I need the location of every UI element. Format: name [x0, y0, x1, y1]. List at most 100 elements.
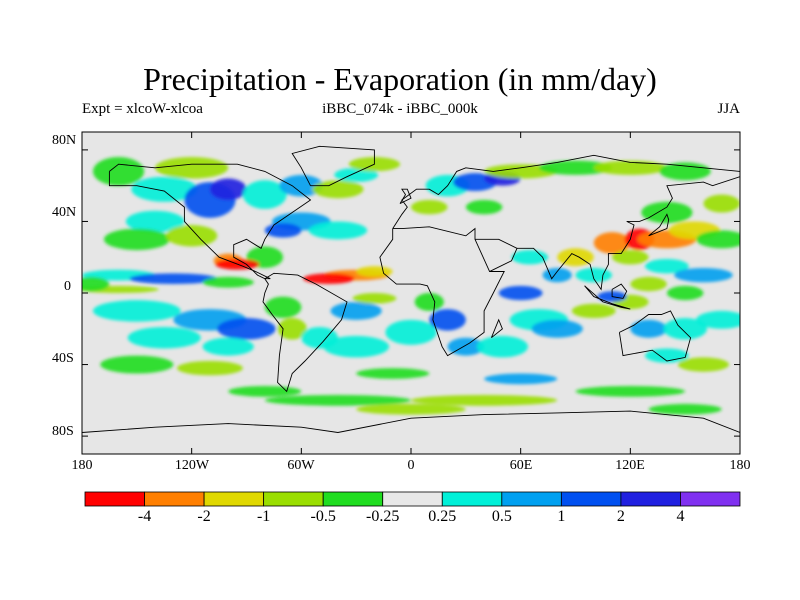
field-cell [356, 266, 393, 277]
field-cell [82, 276, 110, 292]
field-cell [666, 285, 704, 301]
field-cell [323, 335, 390, 358]
colorbar-label: 0.5 [491, 508, 512, 525]
field-cell [103, 228, 170, 251]
coastline [291, 145, 375, 187]
colorbar [84, 491, 741, 507]
colorbar-label: -4 [137, 508, 152, 525]
colorbar-swatch [322, 491, 384, 507]
field-cell [630, 319, 667, 338]
colorbar-label: 4 [676, 508, 685, 525]
coastline [399, 188, 412, 205]
field-cell [575, 386, 686, 397]
colorbar-swatch [263, 491, 324, 507]
field-cell [644, 259, 689, 274]
field-cell [177, 360, 243, 376]
lon-tick-label: 120W [174, 458, 210, 473]
field-cell [279, 174, 324, 197]
field-cell [308, 221, 368, 240]
coastline [490, 318, 503, 339]
lat-tick-label: 0 [64, 279, 71, 294]
field-cell [593, 160, 667, 175]
lat-tick-label: 40N [52, 205, 77, 220]
p-minus-e-field [82, 157, 740, 415]
field-cell [575, 267, 613, 283]
colorbar-label: 0.25 [428, 508, 457, 525]
field-cell [356, 368, 430, 379]
field-cell [612, 250, 649, 265]
coastlines [82, 145, 740, 433]
field-cell [217, 318, 276, 340]
lon-tick-label: 120E [615, 458, 645, 473]
field-cell [411, 199, 448, 215]
coastline [611, 283, 628, 299]
colorbar-swatch [501, 491, 562, 507]
colorbar-swatch [144, 491, 205, 507]
season-label: JJA [717, 101, 740, 117]
field-cell [593, 232, 631, 254]
coastline [517, 176, 740, 291]
field-cell [414, 293, 444, 311]
field-cell [312, 180, 364, 199]
colorbar-swatch [382, 491, 443, 507]
map-title: Precipitation - Evaporation (in mm/day) [143, 61, 657, 97]
colorbar-label: 2 [616, 508, 625, 525]
field-cell [166, 225, 218, 247]
field-cell [465, 199, 503, 215]
coastline [82, 410, 740, 433]
field-cell [703, 194, 740, 213]
field-cell [531, 319, 583, 338]
map-plot-area [82, 132, 740, 454]
field-cell [476, 335, 528, 358]
field-cell [663, 318, 708, 340]
coastline [379, 226, 505, 357]
lon-tick-label: 60E [509, 458, 533, 473]
field-cell [209, 178, 247, 200]
lat-tick-label: 80N [52, 133, 77, 148]
colorbar-label: 1 [557, 508, 566, 525]
field-cell [571, 303, 616, 319]
field-cell [92, 157, 145, 186]
field-cell [264, 223, 302, 238]
field-cell [228, 386, 302, 397]
lon-tick-label: 180 [71, 458, 93, 473]
coastline [262, 272, 348, 393]
field-cell [202, 276, 254, 288]
field-cell [677, 357, 730, 372]
field-cell [264, 394, 411, 406]
field-cell [100, 355, 174, 374]
field-cell [696, 310, 740, 329]
field-cell [641, 201, 693, 224]
lat-tick-label: 80S [52, 424, 74, 439]
coastline [392, 154, 740, 229]
field-cell [92, 300, 181, 322]
field-cell [356, 403, 466, 415]
coastline [584, 285, 631, 310]
field-cell [334, 167, 379, 183]
field-cell [557, 248, 594, 267]
colorbar-label: -1 [256, 508, 271, 525]
colorbar-swatch [680, 491, 741, 507]
field-cell [155, 157, 229, 179]
colorbar-label: -0.25 [366, 508, 400, 525]
colorbar-label: -2 [197, 508, 211, 525]
colorbar-swatch [560, 491, 622, 507]
coastline [475, 238, 518, 272]
field-cell [264, 296, 302, 319]
field-cell [429, 309, 466, 331]
field-cell [648, 403, 722, 415]
field-cell [277, 318, 307, 340]
field-cell [542, 267, 572, 283]
field-cell [630, 276, 667, 292]
field-cell [303, 273, 355, 285]
field-cell [330, 301, 382, 320]
field-cell [484, 373, 558, 385]
field-cell [659, 162, 711, 181]
field-cell [129, 273, 218, 285]
field-cell [242, 180, 287, 209]
field-cell [447, 337, 485, 356]
experiment-label: Expt = xlcoW-xlcoa [82, 101, 203, 117]
field-cell [202, 337, 254, 356]
coastline [648, 213, 670, 237]
